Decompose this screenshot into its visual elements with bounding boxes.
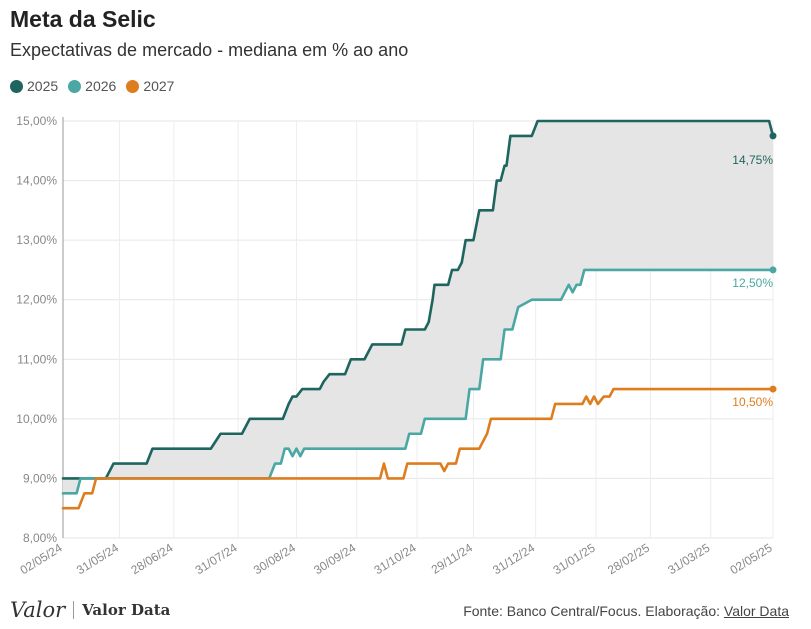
- series-line-2026: [61, 268, 775, 495]
- footer-logos: Valor Valor Data: [10, 598, 170, 622]
- x-tick-label: 28/06/24: [128, 541, 175, 578]
- legend-swatch: [126, 79, 140, 93]
- legend-swatch: [68, 79, 82, 93]
- series-line-2025: [61, 119, 775, 480]
- x-tick-label: 31/12/24: [490, 541, 537, 578]
- x-tick-label: 31/10/24: [372, 541, 419, 578]
- end-label-2026: 12,50%: [732, 276, 773, 290]
- x-tick-label: 02/05/25: [728, 541, 775, 578]
- end-label-2027: 10,50%: [732, 395, 773, 409]
- legend-label: 2027: [143, 78, 175, 94]
- source-link[interactable]: Valor Data: [723, 603, 789, 619]
- valor-data-logo: Valor Data: [82, 601, 171, 619]
- x-tick-label: 31/05/24: [74, 541, 121, 578]
- end-marker-2027: [769, 385, 777, 393]
- shaded-band: [63, 121, 773, 494]
- series-line-2027: [61, 387, 775, 510]
- chart-subtitle: Expectativas de mercado - mediana em % a…: [10, 40, 409, 60]
- y-tick-label: 11,00%: [17, 352, 57, 366]
- end-marker-2025: [769, 132, 777, 140]
- x-tick-label: 29/11/24: [429, 541, 476, 577]
- x-tick-label: 31/07/24: [193, 541, 240, 578]
- legend-item-2025[interactable]: 2025: [10, 78, 58, 94]
- legend-label: 2025: [27, 78, 59, 94]
- logo-divider: [73, 601, 75, 619]
- chart-legend: 2025 2026 2027: [10, 78, 174, 94]
- y-tick-label: 10,00%: [16, 412, 57, 426]
- x-tick-label: 30/08/24: [251, 541, 298, 578]
- legend-swatch: [10, 79, 23, 93]
- legend-item-2027[interactable]: 2027: [126, 78, 174, 94]
- x-tick-label: 02/05/24: [18, 541, 65, 578]
- y-tick-label: 12,00%: [16, 293, 57, 307]
- end-marker-2026: [769, 266, 777, 274]
- chart-title: Meta da Selic: [10, 6, 156, 32]
- x-tick-label: 28/02/25: [605, 541, 652, 578]
- y-tick-label: 14,00%: [16, 174, 57, 188]
- y-tick-label: 13,00%: [16, 233, 57, 247]
- x-tick-label: 30/09/24: [311, 541, 358, 578]
- legend-label: 2026: [85, 78, 117, 94]
- legend-item-2026[interactable]: 2026: [68, 78, 116, 94]
- y-tick-label: 9,00%: [23, 471, 57, 485]
- source-text: Fonte: Banco Central/Focus. Elaboração:: [463, 603, 724, 619]
- source-note: Fonte: Banco Central/Focus. Elaboração: …: [463, 603, 789, 619]
- y-tick-label: 15,00%: [16, 114, 57, 128]
- x-tick-label: 31/01/25: [551, 541, 598, 578]
- valor-logo: Valor: [10, 598, 66, 622]
- x-tick-label: 31/03/25: [665, 541, 712, 578]
- y-tick-label: 8,00%: [23, 531, 57, 545]
- end-label-2025: 14,75%: [732, 153, 773, 167]
